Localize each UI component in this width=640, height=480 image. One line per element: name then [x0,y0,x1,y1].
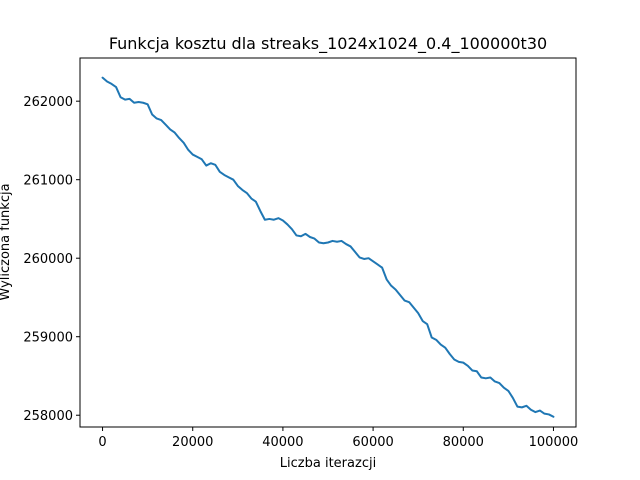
x-tick-label: 40000 [262,435,303,450]
y-tick-label: 260000 [23,252,73,267]
cost-series-line [101,76,555,418]
chart-title: Funkcja kosztu dla streaks_1024x1024_0.4… [109,34,547,54]
x-tick-label: 60000 [352,435,393,450]
x-tick-label: 0 [98,435,106,450]
axes-frame [79,57,577,428]
y-tick-label: 259000 [23,331,73,346]
x-tick-label: 100000 [529,435,579,450]
y-axis-ticks: 258000 259000 260000 261000 262000 [23,95,80,424]
y-tick-label: 262000 [23,95,73,110]
y-axis-label: Wyliczona funkcja [0,183,13,300]
y-tick-label: 261000 [23,174,73,189]
y-tick-label: 258000 [23,409,73,424]
x-axis-ticks: 0 20000 40000 60000 80000 100000 [98,427,578,450]
plot-area [101,76,555,418]
x-tick-label: 20000 [172,435,213,450]
x-tick-label: 80000 [443,435,484,450]
x-axis-label: Liczba iterazcji [280,456,376,471]
